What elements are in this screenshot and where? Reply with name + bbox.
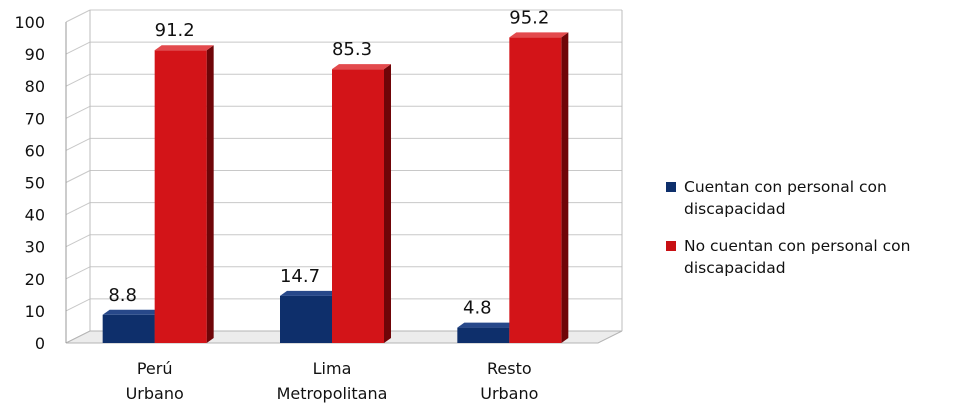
gridline-side <box>65 298 91 312</box>
x-tick-label: Lima Metropolitana <box>277 359 388 403</box>
y-tick-label: 80 <box>25 77 45 96</box>
gridline-side <box>65 137 91 151</box>
y-tick-label: 90 <box>25 45 45 64</box>
bar <box>102 314 155 343</box>
legend-swatch-red <box>666 241 676 251</box>
x-tick-label: Perú Urbano <box>126 359 184 403</box>
bar-side <box>206 45 214 344</box>
data-label: 95.2 <box>509 7 549 28</box>
x-tick-label: Resto Urbano <box>480 359 538 403</box>
data-label: 91.2 <box>155 20 195 41</box>
legend-label-line2: discapacidad <box>684 259 786 277</box>
gridline-side <box>65 202 91 216</box>
bar <box>154 50 207 344</box>
x-tick-label-line: Perú <box>137 359 173 378</box>
legend-label-line1: No cuentan con personal con <box>684 237 911 255</box>
y-tick-label: 60 <box>25 141 45 160</box>
bar <box>280 295 332 343</box>
legend-label-line2: discapacidad <box>684 200 786 218</box>
bar-top <box>102 309 162 315</box>
data-label: 8.8 <box>108 285 137 306</box>
data-label: 85.3 <box>332 39 372 60</box>
x-tick-label-line: Urbano <box>480 384 538 403</box>
bar-top <box>332 64 391 70</box>
bar-top <box>509 32 569 38</box>
data-label: 14.7 <box>280 266 320 287</box>
gridline-side <box>65 41 91 55</box>
gridline-side <box>65 170 91 183</box>
y-tick-label: 70 <box>25 109 45 128</box>
y-tick-label: 40 <box>25 206 45 225</box>
gridline-side <box>65 266 91 280</box>
legend-swatch-blue <box>666 182 676 192</box>
y-tick-label: 50 <box>25 174 45 193</box>
legend-item-without-disability-staff: No cuentan con personal con discapacidad <box>662 235 952 279</box>
x-tick-label-line: Lima <box>313 359 352 378</box>
legend-label-line1: Cuentan con personal con <box>684 178 887 196</box>
bar <box>457 327 510 343</box>
bar-top <box>457 322 517 328</box>
gridline-side <box>65 105 91 119</box>
legend: Cuentan con personal con discapacidad No… <box>662 176 952 294</box>
bar <box>509 37 562 344</box>
y-tick-label: 20 <box>25 270 45 289</box>
x-tick-label-line: Resto <box>487 359 532 378</box>
y-tick-label: 100 <box>14 13 45 32</box>
x-tick-label-line: Metropolitana <box>277 384 388 403</box>
gridline-side <box>65 234 91 248</box>
bar-layer <box>102 32 569 344</box>
legend-item-with-disability-staff: Cuentan con personal con discapacidad <box>662 176 952 220</box>
bar <box>332 69 384 343</box>
gridline-side <box>65 9 91 23</box>
y-tick-label: 10 <box>25 302 45 321</box>
y-tick-label: 0 <box>35 334 45 353</box>
data-label: 4.8 <box>463 298 492 319</box>
bar-top <box>280 290 339 296</box>
gridline-side <box>65 73 91 87</box>
label-layer: 8.8 91.2 Perú Urbano 14.7 85.3 Lima Metropolita… <box>108 7 549 403</box>
bar-side <box>384 64 391 343</box>
bar-side <box>561 32 569 344</box>
bar-top <box>154 45 214 51</box>
y-tick-label: 30 <box>25 238 45 257</box>
x-tick-label-line: Urbano <box>126 384 184 403</box>
